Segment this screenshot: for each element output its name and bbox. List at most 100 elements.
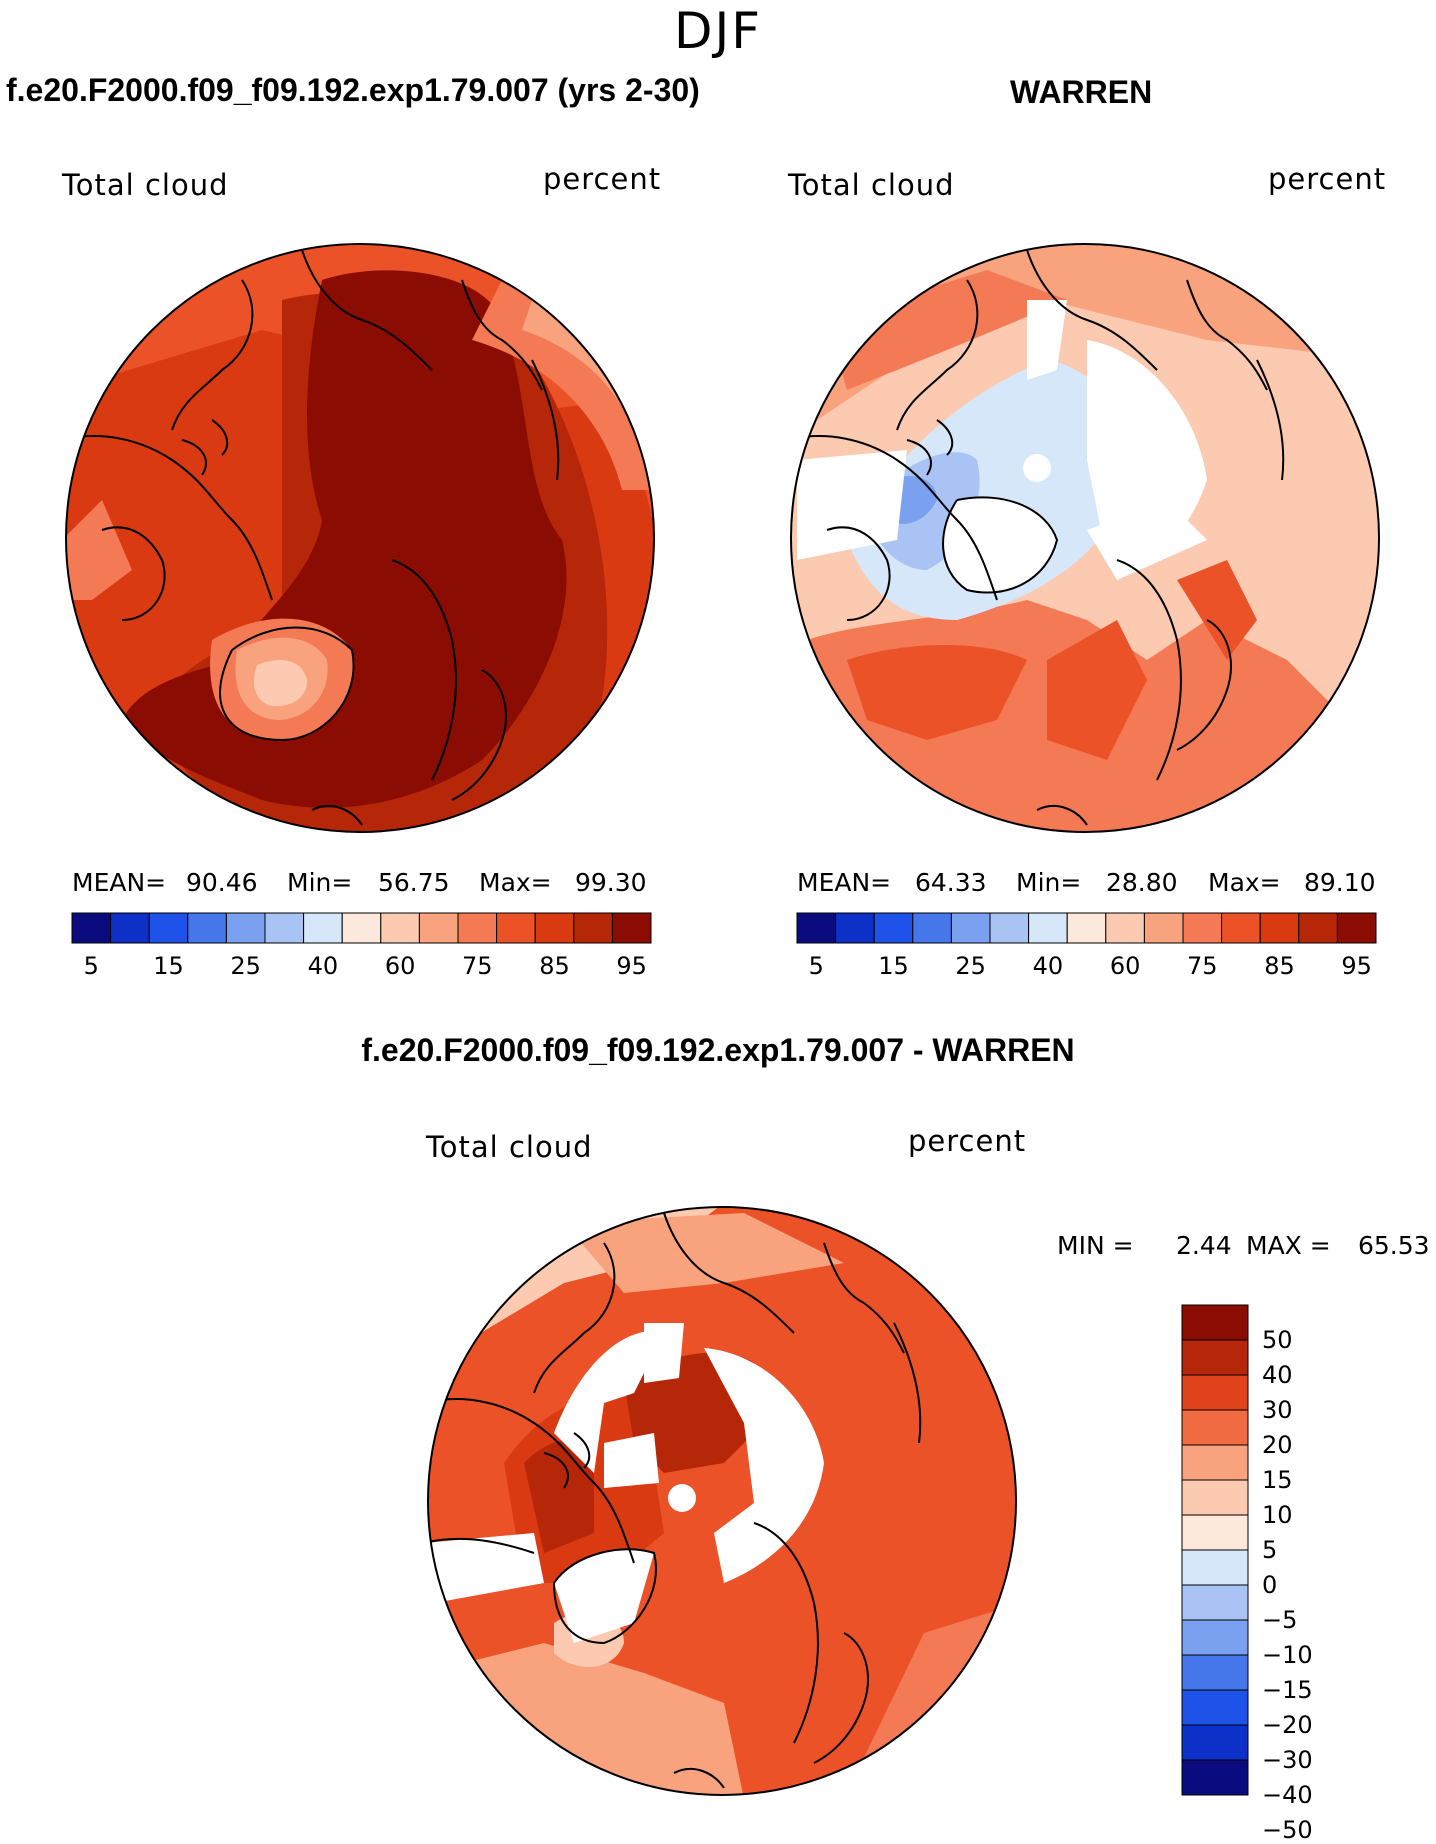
obs-stat-max-label: Max= — [1208, 868, 1281, 897]
diff-colorbar-tick: −5 — [1262, 1606, 1298, 1634]
model-colorbar-box — [573, 912, 613, 944]
diff-colorbar-box — [1181, 1339, 1249, 1376]
diff-colorbar-tick: 50 — [1262, 1326, 1293, 1354]
model-panel-title: f.e20.F2000.f09_f09.192.exp1.79.007 (yrs… — [6, 72, 700, 108]
obs-colorbar-box — [1298, 912, 1338, 944]
model-map-boundary — [65, 243, 655, 833]
model-colorbar-box — [611, 912, 652, 944]
diff-colorbar-tick: 5 — [1262, 1536, 1278, 1564]
diff-colorbar-tick: −30 — [1262, 1746, 1313, 1774]
obs-colorbar-box — [835, 912, 875, 944]
diff-map-missing-west — [428, 1533, 544, 1603]
obs-colorbar-box — [912, 912, 952, 944]
diff-stat-max-value: 65.53 — [1358, 1231, 1430, 1260]
diff-colorbar-tick: −20 — [1262, 1711, 1313, 1739]
obs-colorbar-tick: 75 — [1187, 952, 1218, 980]
model-colorbar — [71, 912, 652, 944]
diff-colorbar-tick: 30 — [1262, 1396, 1293, 1424]
diff-colorbar-box — [1181, 1444, 1249, 1481]
diff-colorbar-ticks: 50 40 30 20 15 10 5 0 −5 −10 −15 −20 −30… — [1262, 1305, 1342, 1844]
model-colorbar-box — [418, 912, 459, 944]
diff-polar-map — [427, 1206, 1017, 1796]
diff-colorbar-tick: −50 — [1262, 1816, 1313, 1844]
diff-colorbar-tick: 10 — [1262, 1501, 1293, 1529]
obs-colorbar — [796, 912, 1377, 944]
diff-map-missing-greenland — [554, 1549, 654, 1643]
diff-colorbar-box — [1181, 1584, 1249, 1621]
obs-map-missing-west — [797, 450, 907, 560]
diff-colorbar-tick: 20 — [1262, 1431, 1293, 1459]
diff-colorbar-tick: 0 — [1262, 1571, 1278, 1599]
model-map-region-west — [66, 500, 132, 600]
obs-map-boundary — [790, 243, 1380, 833]
obs-polar-map — [790, 243, 1380, 833]
model-colorbar-box — [341, 912, 382, 944]
model-colorbar-box — [534, 912, 575, 944]
obs-map-region-southeast-wedge — [1177, 560, 1257, 660]
obs-colorbar-box — [1182, 912, 1223, 944]
obs-colorbar-box — [796, 912, 837, 944]
diff-colorbar-box — [1181, 1689, 1249, 1726]
obs-colorbar-box — [1028, 912, 1068, 944]
obs-colorbar-ticks: 5 15 25 40 60 75 85 95 — [797, 952, 1376, 982]
obs-colorbar-box — [1143, 912, 1184, 944]
model-colorbar-box — [457, 912, 498, 944]
diff-colorbar-box — [1181, 1549, 1249, 1586]
diff-stat-min-label: MIN = — [1057, 1231, 1134, 1260]
model-polar-map — [65, 243, 655, 833]
obs-colorbar-box — [1221, 912, 1261, 944]
obs-stat-min-value: 28.80 — [1106, 868, 1178, 897]
diff-map-missing-archipelago — [604, 1433, 659, 1488]
diff-map-missing-north — [644, 1323, 684, 1383]
model-colorbar-tick: 5 — [83, 952, 99, 980]
obs-colorbar-tick: 95 — [1341, 952, 1372, 980]
model-colorbar-tick: 25 — [230, 952, 261, 980]
obs-colorbar-tick: 85 — [1264, 952, 1295, 980]
model-stat-mean-value: 90.46 — [186, 868, 258, 897]
obs-colorbar-tick: 40 — [1032, 952, 1064, 980]
diff-field-label: Total cloud — [426, 1130, 593, 1164]
diff-map-missing-pole — [668, 1484, 696, 1512]
diff-map-missing-northwest — [554, 1331, 664, 1473]
obs-stat-mean-value: 64.33 — [915, 868, 987, 897]
model-map-greenland-summit — [253, 660, 308, 707]
diff-colorbar-box — [1181, 1724, 1249, 1761]
diff-colorbar-tick: −15 — [1262, 1676, 1313, 1704]
diff-colorbar-tick: −40 — [1262, 1781, 1313, 1809]
model-field-label: Total cloud — [62, 168, 229, 202]
diff-stat-max-label: MAX = — [1246, 1231, 1331, 1260]
diff-map-region-north — [564, 1213, 844, 1293]
model-colorbar-box — [148, 912, 189, 944]
obs-units-label: percent — [1268, 162, 1387, 196]
obs-colorbar-box — [1105, 912, 1145, 944]
model-colorbar-tick: 85 — [539, 952, 570, 980]
obs-colorbar-tick: 25 — [955, 952, 986, 980]
obs-colorbar-tick: 60 — [1109, 952, 1141, 980]
diff-map-missing-east — [704, 1348, 824, 1583]
model-colorbar-ticks: 5 15 25 40 60 75 85 95 — [72, 952, 651, 982]
diff-colorbar-box — [1181, 1304, 1249, 1341]
obs-colorbar-box — [1336, 912, 1377, 944]
model-stat-min-label: Min= — [287, 868, 353, 897]
model-colorbar-box — [225, 912, 266, 944]
model-stat-max-value: 99.30 — [575, 868, 647, 897]
obs-colorbar-box — [1259, 912, 1300, 944]
model-stat-mean-label: MEAN= — [72, 868, 167, 897]
obs-map-region-south-central — [1047, 620, 1147, 760]
model-colorbar-tick: 95 — [616, 952, 647, 980]
obs-map-missing-greenland — [943, 497, 1057, 593]
diff-colorbar-tick: 40 — [1262, 1361, 1293, 1389]
figure-season-title: DJF — [673, 2, 762, 60]
model-units-label: percent — [543, 162, 662, 196]
diff-colorbar-box — [1181, 1759, 1249, 1796]
model-colorbar-box — [110, 912, 150, 944]
diff-colorbar-box — [1181, 1654, 1249, 1691]
obs-coastlines — [791, 249, 1285, 826]
diff-panel-title: f.e20.F2000.f09_f09.192.exp1.79.007 - WA… — [361, 1032, 1075, 1068]
model-coastlines — [66, 249, 560, 826]
diff-colorbar-tick: 15 — [1262, 1466, 1293, 1494]
model-colorbar-tick: 60 — [384, 952, 416, 980]
diff-units-label: percent — [908, 1124, 1027, 1158]
obs-colorbar-tick: 15 — [878, 952, 909, 980]
model-colorbar-box — [71, 912, 112, 944]
